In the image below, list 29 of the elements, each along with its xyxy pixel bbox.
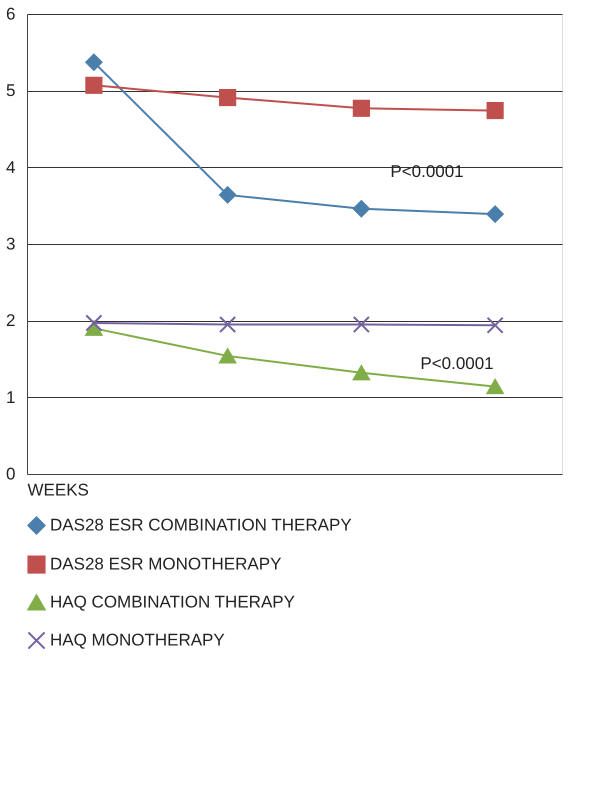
y-tick-label: 4: [6, 158, 16, 177]
legend-label: HAQ MONOTHERAPY: [50, 630, 225, 650]
y-tick-label: 0: [6, 464, 16, 484]
point: [219, 316, 236, 334]
point: [219, 186, 236, 204]
point: [352, 316, 370, 334]
point: [486, 102, 504, 120]
y-tick-label: 5: [6, 81, 16, 100]
point: [352, 100, 370, 117]
legend-label: DAS28 ESR MONOTHERAPY: [50, 554, 282, 574]
legend-label: HAQ COMBINATION THERAPY: [50, 592, 295, 612]
point: [219, 348, 236, 364]
point: [486, 206, 504, 223]
point: [85, 54, 102, 71]
y-tick-label: 6: [6, 4, 16, 24]
x-axis-title: WEEKS: [28, 480, 89, 500]
point: [352, 200, 370, 218]
point: [219, 88, 236, 106]
point: [85, 76, 102, 94]
annotation: P<0.0001: [420, 354, 494, 373]
y-tick-label: 1: [6, 388, 16, 407]
y-tick-label: 2: [6, 311, 16, 330]
point: [85, 314, 102, 332]
point: [486, 379, 504, 394]
y-tick-label: 3: [6, 234, 16, 254]
annotation: P<0.0001: [390, 162, 464, 181]
point: [352, 365, 370, 380]
legend-label: DAS28 ESR COMBINATION THERAPY: [50, 516, 352, 534]
point: [486, 316, 504, 334]
